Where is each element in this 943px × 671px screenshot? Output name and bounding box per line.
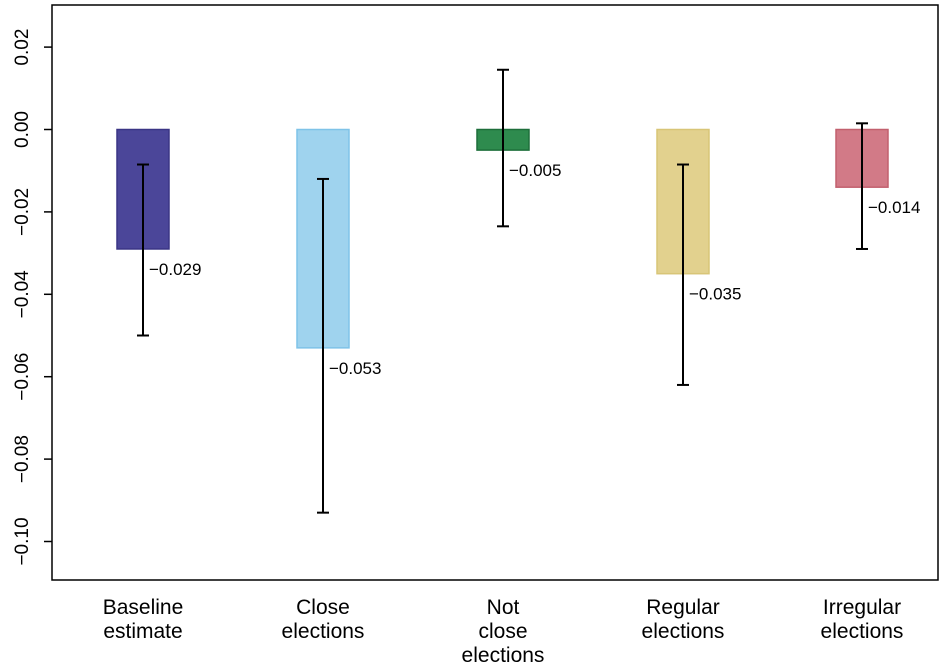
category-label-line: Not — [487, 596, 520, 619]
category-label-line: elections — [642, 620, 725, 643]
y-axis: 0.02 0.00 −0.02 −0.04 −0.06 −0.08 −0.10 — [12, 29, 52, 566]
value-labels: −0.029 −0.053 −0.005 −0.035 −0.014 — [149, 161, 920, 378]
y-tick-label: −0.06 — [12, 353, 33, 401]
category-label: Regular elections — [642, 596, 725, 643]
y-tick-label: 0.00 — [12, 111, 33, 148]
category-label-line: estimate — [103, 620, 182, 643]
category-label: Not close elections — [462, 596, 545, 667]
category-label: Irregular elections — [821, 596, 904, 643]
category-label-line: elections — [462, 644, 545, 667]
error-bars — [137, 68, 868, 514]
category-label: Baseline estimate — [103, 596, 184, 643]
category-label-line: Baseline — [103, 596, 184, 619]
y-tick-label: −0.02 — [12, 188, 33, 236]
value-label: −0.005 — [509, 161, 561, 180]
y-tick-label: 0.02 — [12, 29, 33, 66]
value-label: −0.035 — [689, 285, 741, 304]
category-label-line: elections — [821, 620, 904, 643]
category-label-line: Close — [296, 596, 350, 619]
y-tick-label: −0.10 — [12, 517, 33, 565]
category-label-line: Irregular — [823, 596, 901, 619]
category-label: Close elections — [282, 596, 365, 643]
category-label-line: elections — [282, 620, 365, 643]
value-label: −0.053 — [329, 359, 381, 378]
value-label: −0.014 — [868, 198, 920, 217]
y-tick-label: −0.08 — [12, 435, 33, 483]
category-label-line: Regular — [646, 596, 720, 619]
y-tick-label: −0.04 — [12, 270, 33, 319]
value-label: −0.029 — [149, 260, 201, 279]
plot-frame — [51, 4, 939, 581]
category-label-line: close — [478, 620, 527, 643]
